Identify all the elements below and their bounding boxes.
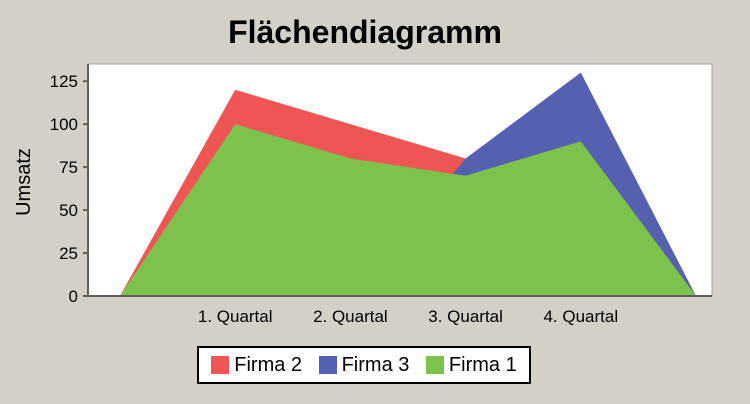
chart-title: Flächendiagramm: [228, 14, 502, 50]
y-tick-label: 0: [69, 287, 78, 306]
x-tick-label: 2. Quartal: [313, 307, 388, 326]
series-layer: [120, 72, 696, 297]
x-tick-label: 1. Quartal: [198, 307, 273, 326]
axis-layer: [87, 64, 712, 297]
legend-item: Firma 1: [425, 353, 517, 377]
legend-item: Firma 3: [318, 353, 410, 377]
y-axis-label: Umsatz: [13, 148, 35, 216]
y-tick-label: 75: [59, 158, 78, 177]
y-tick-label: 100: [50, 115, 78, 134]
x-ticks: 1. Quartal 2. Quartal 3. Quartal 4. Quartal: [198, 307, 618, 326]
area-series-firma-1: [120, 124, 696, 296]
legend: Firma 2 Firma 3 Firma 1: [197, 346, 531, 384]
legend-swatch: [318, 356, 337, 374]
legend-label: Firma 3: [341, 353, 410, 376]
legend-item: Firma 2: [211, 354, 302, 377]
legend-swatch: [425, 356, 444, 374]
legend-label: Firma 1: [448, 353, 517, 376]
legend-label: Firma 2: [234, 353, 303, 376]
y-ticks: 0 25 50 75 100 125: [50, 72, 88, 306]
y-tick-label: 50: [59, 201, 78, 220]
x-tick-label: 3. Quartal: [428, 307, 503, 326]
legend-swatch: [211, 356, 230, 374]
y-tick-label: 125: [50, 72, 78, 91]
y-tick-label: 25: [59, 244, 78, 263]
x-tick-label: 4. Quartal: [543, 307, 618, 326]
